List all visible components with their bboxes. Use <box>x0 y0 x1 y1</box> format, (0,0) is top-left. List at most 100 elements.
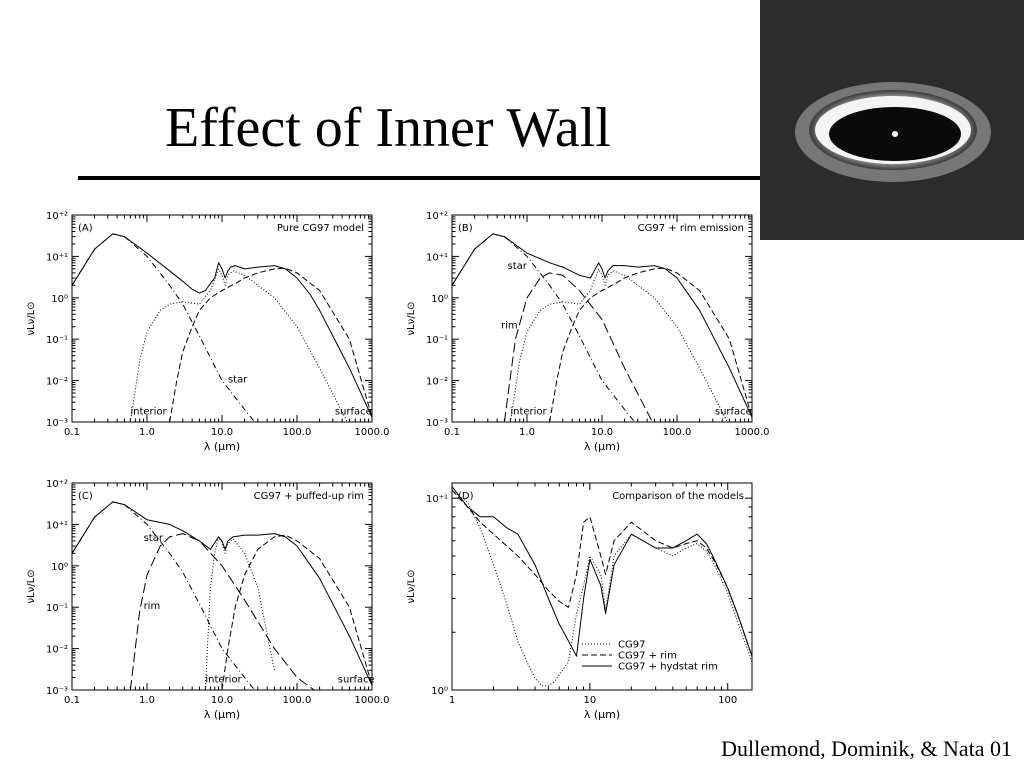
x-tick-label: 100 <box>718 695 737 706</box>
y-tick-label: 10⁻² <box>46 645 68 656</box>
series-line-dashdot <box>72 501 256 690</box>
y-tick-label: 10⁺¹ <box>46 520 68 531</box>
curve-annotation: interior <box>130 407 167 418</box>
x-tick-label: 10.0 <box>591 427 613 438</box>
title-divider <box>78 176 768 180</box>
series-line-dotted <box>129 268 348 422</box>
chart-panel-d: 1 10 100 10⁰ 10⁺¹ (D) Comparison of the models… <box>406 482 753 720</box>
series-group <box>452 486 752 687</box>
panel-label: (D) <box>458 491 474 502</box>
x-tick-label: 1.0 <box>519 427 535 438</box>
x-axis-label: λ (μm) <box>204 440 240 453</box>
chart-title: CG97 + puffed-up rim <box>254 491 364 502</box>
x-tick-label: 1000.0 <box>735 427 770 438</box>
y-tick-label: 10⁺² <box>46 211 68 222</box>
y-tick-label: 10⁻³ <box>426 418 448 429</box>
series-line-longdash <box>503 272 653 422</box>
series-group <box>452 233 752 422</box>
y-tick-label: 10⁰ <box>51 562 68 573</box>
legend-label: CG97 <box>618 640 645 651</box>
x-tick-label: 1 <box>449 695 455 706</box>
curve-annotation: star <box>144 533 164 544</box>
curve-annotation: surface <box>338 675 375 686</box>
x-tick-label: 100.0 <box>283 695 312 706</box>
y-axis-label: νLν/L⊙ <box>26 569 37 603</box>
chart-title: CG97 + rim emission <box>638 223 744 234</box>
y-axis-label: νLν/L⊙ <box>406 569 417 603</box>
y-tick-label: 10⁺¹ <box>426 252 448 263</box>
x-tick-label: 10.0 <box>211 427 233 438</box>
chart-panel-c: 0.1 1.0 10.0 100.0 1000.0 10⁻³ 10⁻² 10⁻¹ 10⁰ 10⁺¹… <box>26 479 390 720</box>
y-tick-label: 10⁰ <box>431 294 448 305</box>
x-tick-label: 1.0 <box>139 427 155 438</box>
panel-label: (C) <box>78 491 93 502</box>
series-line-solid <box>72 501 372 686</box>
series-line-dashdot <box>72 233 256 422</box>
x-axis-label: λ (μm) <box>204 708 240 720</box>
y-axis-label: νLν/L⊙ <box>406 301 417 335</box>
series-line-solid <box>452 486 752 657</box>
x-tick-label: 1000.0 <box>355 695 390 706</box>
citation-credit: Dullemond, Dominik, & Nata 01 <box>721 736 1012 761</box>
curve-annotation: surface <box>335 407 372 418</box>
x-tick-label: 100.0 <box>663 427 692 438</box>
chart-title: Comparison of the models <box>612 491 744 502</box>
y-tick-label: 10⁺¹ <box>426 494 448 505</box>
legend-label: CG97 + hydstat rim <box>618 662 718 673</box>
y-tick-label: 10⁻¹ <box>426 335 448 346</box>
y-tick-label: 10⁰ <box>431 686 448 697</box>
plot-frame <box>71 482 373 691</box>
series-group <box>72 501 372 690</box>
series-line-solid <box>72 233 372 418</box>
series-line-longdash <box>129 533 315 690</box>
x-tick-label: 0.1 <box>444 427 460 438</box>
plot-frame <box>451 482 753 691</box>
chart-panel-a: 0.1 1.0 10.0 100.0 1000.0 10⁻³ 10⁻² 10⁻¹ 10⁰ 10⁺¹… <box>26 211 390 453</box>
y-tick-label: 10⁺² <box>426 211 448 222</box>
series-line-dotted <box>509 268 728 422</box>
plot-frame <box>71 214 373 423</box>
legend-label: CG97 + rim <box>618 651 677 662</box>
series-line-dashed <box>221 534 372 690</box>
x-axis-label: λ (μm) <box>584 708 620 720</box>
series-line-solid <box>452 233 752 418</box>
y-tick-label: 10⁻² <box>46 377 68 388</box>
series-group <box>72 233 372 422</box>
curve-annotation: interior <box>510 407 547 418</box>
x-tick-label: 0.1 <box>64 427 80 438</box>
series-line-dotted <box>204 536 275 690</box>
x-tick-label: 10 <box>583 695 596 706</box>
plot-frame <box>451 214 753 423</box>
x-axis-label: λ (μm) <box>584 440 620 453</box>
y-tick-label: 10⁺¹ <box>46 252 68 263</box>
x-tick-label: 100.0 <box>283 427 312 438</box>
series-line-dashed <box>169 267 372 422</box>
series-line-dashed <box>452 489 752 657</box>
y-axis-label: νLν/L⊙ <box>26 301 37 335</box>
curve-annotation: star <box>508 261 528 272</box>
curve-annotation: surface <box>715 407 752 418</box>
panel-label: (B) <box>458 223 473 234</box>
x-tick-label: 1.0 <box>139 695 155 706</box>
disk-rim-image <box>760 0 1024 240</box>
x-tick-label: 10.0 <box>211 695 233 706</box>
panel-label: (A) <box>78 223 93 234</box>
chart-title: Pure CG97 model <box>277 223 364 234</box>
x-tick-label: 0.1 <box>64 695 80 706</box>
slide-title: Effect of Inner Wall <box>165 97 611 159</box>
curve-annotation: interior <box>205 675 242 686</box>
y-tick-label: 10⁻¹ <box>46 603 68 614</box>
series-line-dashed <box>549 267 752 422</box>
y-tick-label: 10⁻³ <box>46 686 68 697</box>
y-tick-label: 10⁺² <box>46 479 68 490</box>
curve-annotation: rim <box>144 601 161 612</box>
x-tick-label: 1000.0 <box>355 427 390 438</box>
chart-panel-b: 0.1 1.0 10.0 100.0 1000.0 10⁻³ 10⁻² 10⁻¹ 10⁰ 10⁺¹… <box>406 211 770 453</box>
y-tick-label: 10⁰ <box>51 294 68 305</box>
y-tick-label: 10⁻³ <box>46 418 68 429</box>
curve-annotation: star <box>228 374 248 385</box>
series-line-dashdot <box>452 233 636 422</box>
y-tick-label: 10⁻² <box>426 377 448 388</box>
y-tick-label: 10⁻¹ <box>46 335 68 346</box>
curve-annotation: rim <box>501 321 518 332</box>
